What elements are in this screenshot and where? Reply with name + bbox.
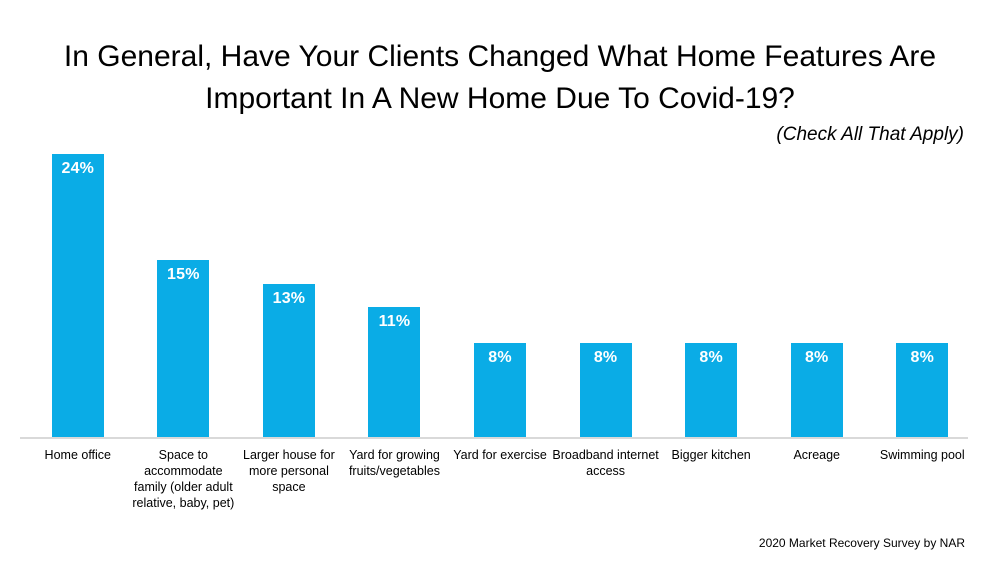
category-label-cell: Yard for growing fruits/vegetables bbox=[342, 447, 448, 511]
category-label: Home office bbox=[44, 448, 112, 462]
bar-column: 8% bbox=[870, 154, 976, 437]
bar-value-label: 8% bbox=[910, 349, 935, 366]
category-label-cell: Yard for exercise bbox=[447, 447, 553, 511]
category-label: Acreage bbox=[793, 448, 840, 462]
category-label: Larger house for more personal space bbox=[243, 448, 335, 494]
category-label-cell: Bigger kitchen bbox=[658, 447, 764, 511]
category-label: Bigger kitchen bbox=[671, 448, 751, 462]
bar-column: 8% bbox=[658, 154, 764, 437]
bar-value-label: 8% bbox=[593, 349, 618, 366]
bar-home-office: 24% bbox=[51, 154, 104, 437]
bar-larger-house: 13% bbox=[262, 284, 315, 437]
category-label-cell: Space to accommodate family (older adult… bbox=[131, 447, 237, 511]
category-label-cell: Swimming pool bbox=[870, 447, 976, 511]
bar-swimming-pool: 8% bbox=[896, 343, 949, 437]
bar-column: 13% bbox=[236, 154, 342, 437]
bar-value-label: 15% bbox=[167, 266, 200, 283]
bar-column: 8% bbox=[764, 154, 870, 437]
category-label-cell: Larger house for more personal space bbox=[236, 447, 342, 511]
bar-value-label: 8% bbox=[804, 349, 829, 366]
category-label-cell: Broadband internet access bbox=[552, 447, 658, 511]
bar-value-label: 13% bbox=[272, 290, 306, 307]
bar-column: 15% bbox=[131, 154, 237, 437]
bar-value-label: 8% bbox=[699, 349, 723, 366]
bar-bigger-kitchen: 8% bbox=[685, 343, 738, 437]
source-attribution: 2020 Market Recovery Survey by NAR bbox=[758, 536, 965, 550]
bar-value-label: 8% bbox=[488, 349, 512, 366]
category-label-cell: Home office bbox=[25, 447, 131, 511]
bar-value-label: 24% bbox=[61, 160, 95, 177]
category-label: Space to accommodate family (older adult… bbox=[132, 448, 235, 510]
bar-yard-growing: 11% bbox=[368, 307, 421, 437]
chart-title: In General, Have Your Clients Changed Wh… bbox=[63, 40, 937, 115]
bar-value-label: 11% bbox=[378, 313, 411, 330]
bar-broadband: 8% bbox=[579, 343, 632, 437]
category-label: Yard for exercise bbox=[453, 448, 547, 462]
bar-column: 8% bbox=[447, 154, 553, 437]
category-axis: Home office Space to accommodate family … bbox=[25, 447, 975, 511]
bar-column: 11% bbox=[342, 154, 448, 437]
chart-subtitle: (Check All That Apply) bbox=[776, 124, 964, 145]
bar-column: 8% bbox=[553, 154, 659, 437]
category-label: Broadband internet access bbox=[552, 448, 659, 478]
category-label-cell: Acreage bbox=[764, 447, 870, 511]
bar-acreage: 8% bbox=[790, 343, 843, 437]
bar-column: 24% bbox=[25, 154, 131, 437]
bar-chart: 24% 15% 13% 11% 8% 8% bbox=[25, 154, 975, 437]
category-label: Yard for growing fruits/vegetables bbox=[348, 448, 440, 478]
bar-yard-exercise: 8% bbox=[474, 343, 527, 437]
bar-space-to-accommodate-family: 15% bbox=[157, 260, 210, 437]
x-axis-line bbox=[20, 437, 968, 439]
category-label: Swimming pool bbox=[879, 448, 965, 462]
